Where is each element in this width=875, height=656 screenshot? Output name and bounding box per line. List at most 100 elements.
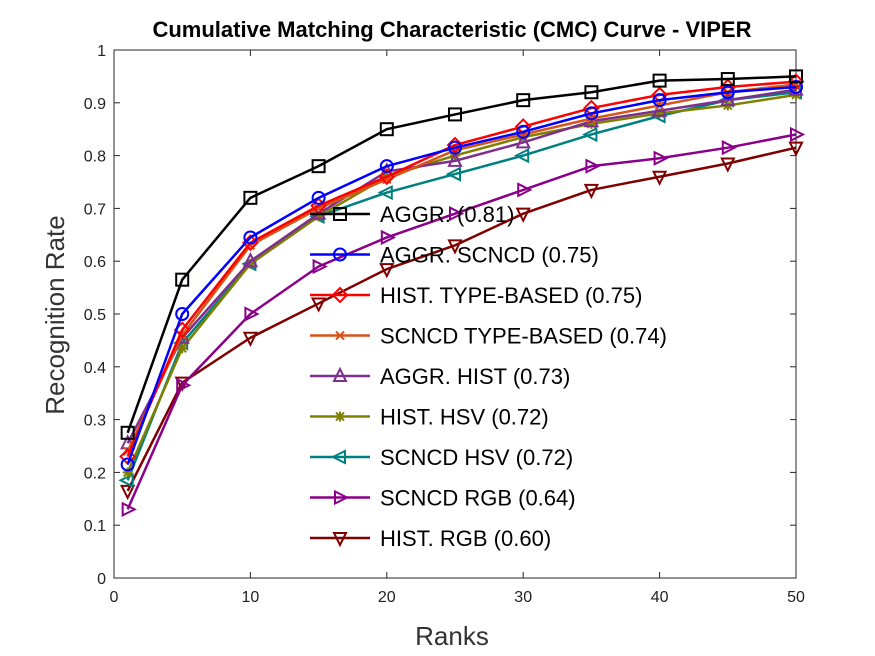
data-point [313, 211, 324, 222]
x-tick-label: 10 [242, 589, 260, 606]
data-point [448, 107, 462, 122]
legend-label: AGGR. HIST (0.73) [380, 364, 570, 389]
data-point [653, 150, 669, 166]
data-point [379, 159, 394, 174]
data-point [445, 166, 461, 182]
legend-entry: HIST. TYPE-BASED (0.75) [310, 283, 642, 308]
legend-entry: HIST. HSV (0.72) [310, 405, 549, 430]
data-point [448, 140, 462, 155]
data-point [175, 307, 190, 321]
y-tick-label: 0.7 [84, 201, 106, 218]
data-point [243, 230, 258, 245]
legend-swatch-marker [330, 449, 346, 465]
plot-area: 0 10 20 30 40 50 0 0.1 0.2 0.3 0.4 0.5 0.6 0.7 0.8 0.9 1 [84, 43, 806, 606]
x-axis-label: Ranks [415, 621, 489, 651]
y-tick-label: 0.6 [84, 254, 106, 271]
data-point [120, 457, 135, 472]
data-point [242, 251, 259, 268]
data-point [789, 69, 803, 84]
series-line [126, 133, 797, 510]
legend-swatch-marker [334, 489, 350, 506]
series-line [126, 85, 797, 465]
legend-entry: SCNCD TYPE-BASED (0.74) [310, 324, 667, 349]
data-point [310, 297, 327, 313]
legend-entry: HIST. RGB (0.60) [310, 526, 551, 551]
legend: AGGR. (0.81) AGGR. SCNCD (0.75) HIST. TYPE… [310, 202, 667, 551]
x-tick-label: 20 [378, 589, 396, 606]
legend-label: HIST. RGB (0.60) [380, 526, 551, 551]
data-point [720, 85, 735, 100]
legend-swatch-marker [332, 532, 348, 548]
data-point [582, 126, 598, 143]
legend-swatch-marker [335, 411, 345, 422]
data-point [175, 272, 190, 287]
data-point [652, 93, 667, 108]
x-tick-label: 40 [651, 589, 669, 606]
legend-entry: SCNCD RGB (0.64) [310, 486, 576, 511]
data-point [788, 141, 804, 157]
data-point [584, 85, 599, 100]
y-tick-label: 0 [97, 571, 106, 588]
data-point [121, 501, 137, 517]
data-point [584, 106, 599, 121]
data-point [651, 170, 668, 186]
data-point [586, 118, 597, 129]
data-point [516, 124, 531, 139]
data-point [379, 263, 395, 279]
data-point [245, 258, 256, 269]
data-point [516, 93, 531, 108]
series-7 [121, 126, 806, 517]
legend-swatch-marker [333, 247, 347, 262]
legend-entry: AGGR. (0.81) [310, 202, 514, 227]
y-tick-label: 0.4 [84, 360, 106, 377]
legend-entry: SCNCD HSV (0.72) [310, 445, 573, 470]
x-tick-label: 0 [110, 589, 119, 606]
data-point [312, 258, 328, 275]
y-tick-label: 0.3 [84, 413, 106, 430]
data-point [243, 190, 258, 205]
data-point [651, 86, 669, 104]
data-point [311, 159, 326, 174]
data-point [583, 183, 600, 200]
series-0 [120, 69, 803, 440]
data-point [378, 168, 396, 186]
legend-swatch-marker [335, 330, 345, 341]
y-tick-label: 0.8 [84, 149, 106, 166]
legend-swatch-marker [331, 286, 349, 304]
data-point [377, 184, 393, 201]
data-point [449, 206, 465, 222]
legend-label: AGGR. SCNCD (0.75) [380, 243, 599, 268]
data-point [242, 331, 259, 347]
legend-entry: AGGR. SCNCD (0.75) [310, 243, 599, 268]
data-point [120, 425, 135, 440]
y-tick-label: 0.2 [84, 465, 106, 482]
series-line [126, 75, 797, 434]
legend-label: HIST. TYPE-BASED (0.75) [380, 283, 642, 308]
data-point [514, 118, 532, 135]
y-tick-label: 0.1 [84, 518, 106, 535]
legend-swatch-marker [332, 366, 348, 382]
series-line [126, 80, 797, 458]
data-point [721, 140, 738, 156]
data-point [120, 484, 136, 501]
data-point [720, 157, 736, 173]
data-point [654, 108, 665, 119]
legend-label: SCNCD RGB (0.64) [380, 486, 576, 511]
legend-label: SCNCD HSV (0.72) [380, 445, 573, 470]
data-point [515, 207, 531, 223]
data-point [517, 182, 533, 198]
y-tick-label: 0.9 [84, 96, 106, 113]
series-line [126, 146, 797, 492]
data-point [720, 72, 735, 87]
data-point [652, 73, 667, 88]
y-tick-label: 0.5 [84, 307, 106, 324]
data-point [379, 122, 394, 137]
data-point [515, 133, 531, 149]
data-point [244, 306, 260, 322]
data-point [380, 229, 397, 246]
legend-label: AGGR. (0.81) [380, 202, 514, 227]
series-1 [120, 79, 803, 472]
data-point [790, 126, 806, 143]
